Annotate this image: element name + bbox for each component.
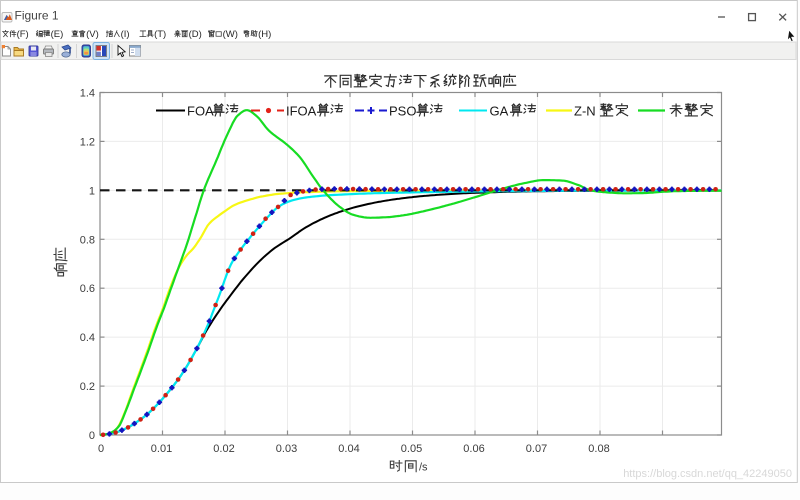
svg-text:0.01: 0.01 — [151, 443, 172, 455]
svg-text:0.02: 0.02 — [213, 443, 234, 455]
svg-text:(H): (H) — [258, 29, 271, 40]
svg-text:1: 1 — [89, 185, 95, 197]
svg-text:(W): (W) — [223, 29, 238, 40]
svg-text:0.07: 0.07 — [526, 443, 547, 455]
svg-text:0.2: 0.2 — [80, 381, 95, 393]
svg-text:0.05: 0.05 — [401, 443, 422, 455]
svg-text:/s: /s — [419, 462, 428, 474]
svg-text:(T): (T) — [154, 29, 166, 40]
svg-text:(D): (D) — [189, 29, 202, 40]
svg-text:0.8: 0.8 — [80, 234, 95, 246]
svg-text:GA: GA — [490, 104, 509, 119]
svg-text:https://blog.csdn.net/qq_42249: https://blog.csdn.net/qq_42249050 — [623, 468, 792, 480]
svg-text:0.03: 0.03 — [276, 443, 297, 455]
svg-text:0.4: 0.4 — [80, 332, 95, 344]
svg-text:0.6: 0.6 — [80, 283, 95, 295]
svg-text:PSO: PSO — [389, 104, 416, 119]
svg-text:0.06: 0.06 — [463, 443, 484, 455]
svg-text:0: 0 — [98, 443, 104, 455]
svg-text:(I): (I) — [121, 29, 130, 40]
svg-text:Figure 1: Figure 1 — [15, 9, 59, 23]
svg-text:FOA: FOA — [187, 104, 214, 119]
svg-text:0.08: 0.08 — [588, 443, 609, 455]
svg-text:0: 0 — [89, 430, 95, 442]
svg-text:(V): (V) — [86, 29, 99, 40]
svg-text:IFOA: IFOA — [286, 104, 317, 119]
svg-text:(F): (F) — [17, 29, 29, 40]
svg-text:0.04: 0.04 — [338, 443, 359, 455]
svg-text:1.4: 1.4 — [80, 88, 95, 100]
svg-text:Z-N: Z-N — [574, 104, 596, 119]
svg-text:1.2: 1.2 — [80, 136, 95, 148]
svg-text:(E): (E) — [51, 29, 64, 40]
